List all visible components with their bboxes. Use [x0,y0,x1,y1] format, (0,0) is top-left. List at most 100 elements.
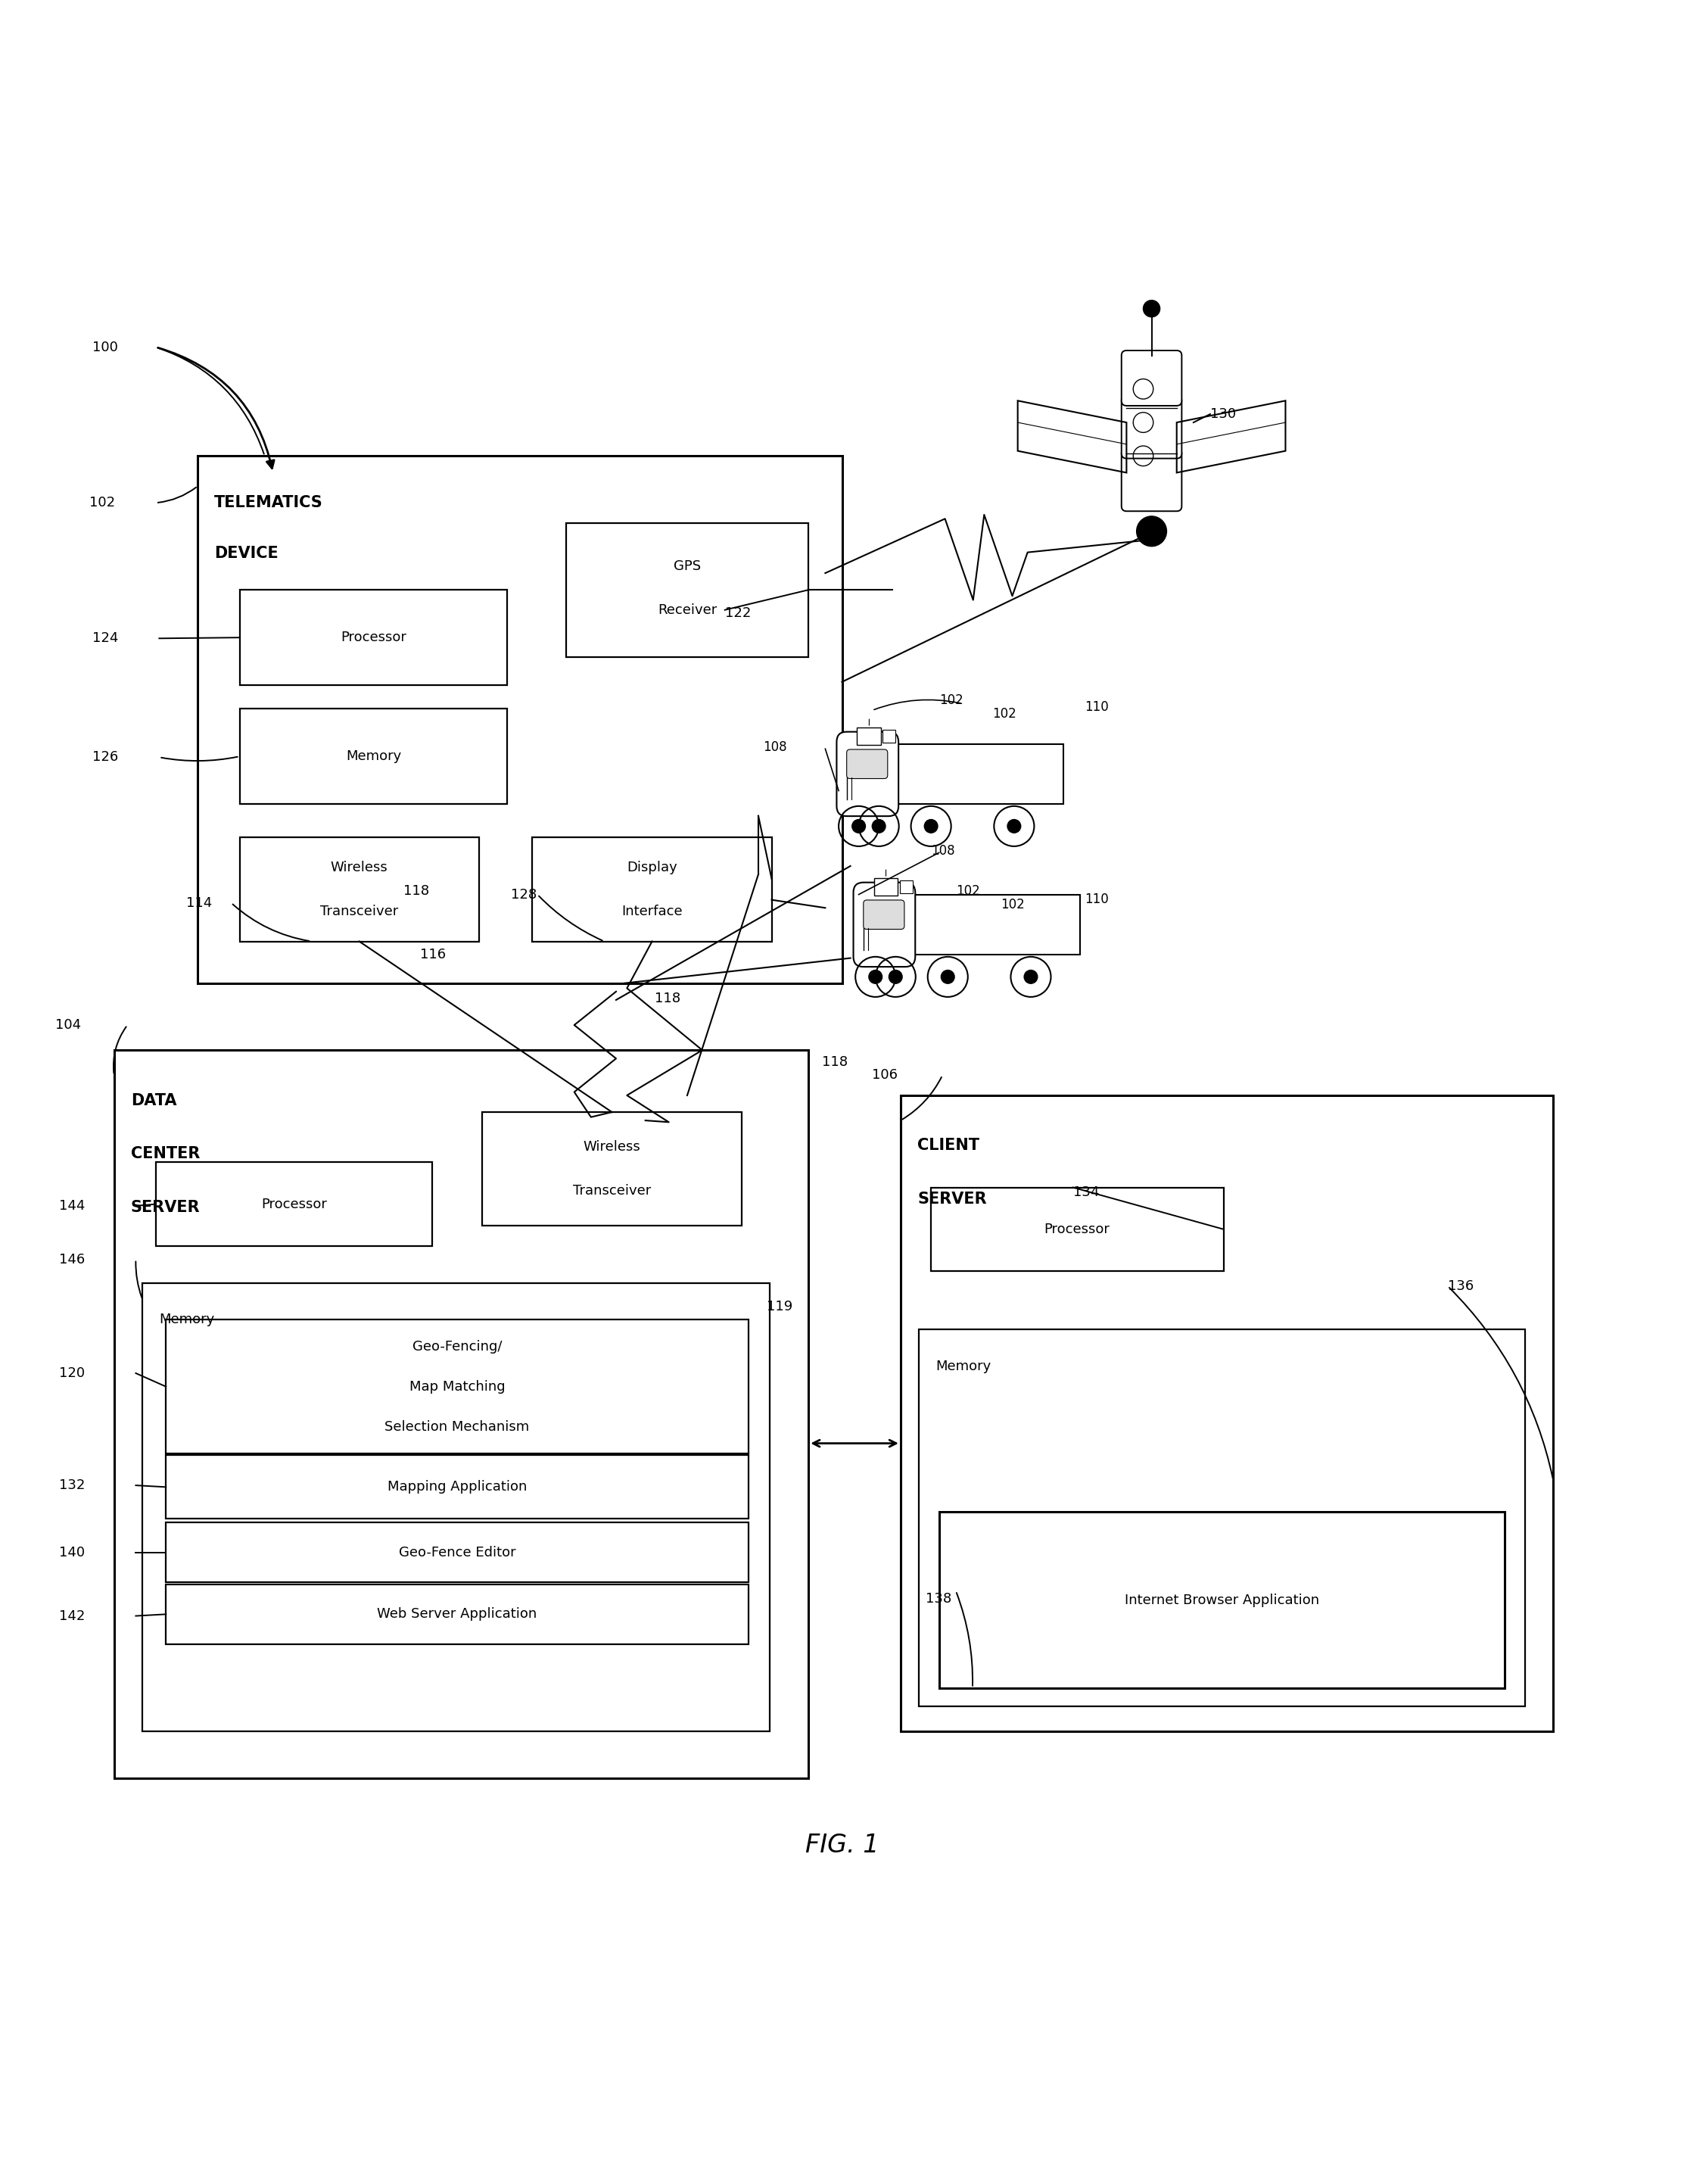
Text: Internet Browser Application: Internet Browser Application [1125,1592,1319,1607]
Text: 122: 122 [724,607,751,620]
Text: SERVER: SERVER [131,1199,200,1214]
FancyBboxPatch shape [157,1162,433,1247]
FancyBboxPatch shape [167,1319,748,1455]
Text: DATA: DATA [131,1092,177,1107]
Text: Interface: Interface [621,904,682,917]
Text: Memory: Memory [936,1361,992,1374]
Text: 102: 102 [89,496,115,509]
Text: Memory: Memory [345,749,401,762]
Text: Processor: Processor [261,1197,327,1210]
FancyBboxPatch shape [854,882,914,968]
FancyBboxPatch shape [1122,395,1182,459]
Text: DEVICE: DEVICE [214,546,278,561]
FancyBboxPatch shape [197,456,842,983]
FancyBboxPatch shape [1122,349,1182,406]
Text: Web Server Application: Web Server Application [377,1607,537,1621]
Text: 102: 102 [1000,898,1026,911]
Text: 119: 119 [766,1299,793,1313]
Circle shape [1143,299,1160,317]
Text: 146: 146 [59,1254,84,1267]
FancyBboxPatch shape [239,839,478,941]
Text: 108: 108 [931,845,955,858]
Text: 106: 106 [872,1068,898,1081]
Circle shape [925,819,938,832]
FancyBboxPatch shape [1122,448,1182,511]
Circle shape [1007,819,1021,832]
FancyBboxPatch shape [566,522,808,657]
Text: 100: 100 [93,341,118,354]
FancyBboxPatch shape [864,900,904,928]
FancyBboxPatch shape [239,708,507,804]
FancyBboxPatch shape [931,1188,1224,1271]
Text: GPS: GPS [674,559,701,572]
Text: FIG. 1: FIG. 1 [805,1832,879,1859]
Circle shape [852,819,866,832]
Circle shape [889,970,903,983]
FancyBboxPatch shape [837,732,899,817]
Text: Wireless: Wireless [330,860,387,874]
Circle shape [1137,515,1167,546]
Text: 108: 108 [763,740,788,753]
Text: 128: 128 [510,887,537,902]
Text: Map Matching: Map Matching [409,1380,505,1393]
Text: 138: 138 [926,1592,951,1605]
Text: Memory: Memory [160,1313,214,1326]
Text: 144: 144 [59,1199,84,1212]
Circle shape [1024,970,1037,983]
Text: 104: 104 [56,1018,81,1031]
Text: TELEMATICS: TELEMATICS [214,496,323,511]
Text: 116: 116 [421,948,446,961]
Text: 102: 102 [940,695,963,708]
FancyBboxPatch shape [167,1522,748,1583]
FancyBboxPatch shape [532,839,771,941]
Text: 120: 120 [59,1367,84,1380]
Text: Transceiver: Transceiver [573,1184,652,1197]
FancyBboxPatch shape [882,729,896,743]
Text: Selection Mechanism: Selection Mechanism [384,1420,529,1433]
FancyBboxPatch shape [115,1051,808,1778]
Text: Transceiver: Transceiver [320,904,399,917]
Text: 132: 132 [59,1479,84,1492]
FancyBboxPatch shape [857,727,881,745]
FancyBboxPatch shape [904,895,1081,954]
Text: 134: 134 [1073,1186,1100,1199]
FancyBboxPatch shape [167,1455,748,1518]
Text: Receiver: Receiver [657,603,717,616]
Text: 114: 114 [185,895,212,911]
Circle shape [872,819,886,832]
Text: SERVER: SERVER [918,1192,987,1208]
Text: 124: 124 [93,631,118,644]
FancyBboxPatch shape [919,1330,1524,1706]
Text: Processor: Processor [340,631,406,644]
Text: Geo-Fencing/: Geo-Fencing/ [413,1339,502,1354]
FancyBboxPatch shape [874,878,898,895]
Text: 118: 118 [822,1055,847,1068]
Text: CENTER: CENTER [131,1147,200,1162]
Text: Geo-Fence Editor: Geo-Fence Editor [399,1546,515,1559]
Text: 130: 130 [1211,406,1236,422]
FancyBboxPatch shape [482,1112,741,1225]
FancyBboxPatch shape [940,1511,1505,1688]
Text: 110: 110 [1084,701,1108,714]
Text: 136: 136 [1448,1280,1474,1293]
FancyBboxPatch shape [143,1282,770,1732]
FancyBboxPatch shape [887,745,1064,804]
Text: Display: Display [626,860,677,874]
Text: 110: 110 [1084,893,1108,906]
Text: Mapping Application: Mapping Application [387,1481,527,1494]
FancyBboxPatch shape [239,590,507,686]
Circle shape [869,970,882,983]
Text: 140: 140 [59,1546,84,1559]
Text: 118: 118 [655,992,680,1005]
Text: 102: 102 [992,708,1017,721]
FancyBboxPatch shape [167,1583,748,1645]
Circle shape [941,970,955,983]
Text: 142: 142 [59,1610,84,1623]
Text: Wireless: Wireless [583,1140,640,1153]
Text: 102: 102 [957,885,980,898]
FancyBboxPatch shape [847,749,887,780]
FancyBboxPatch shape [899,880,913,893]
Text: 126: 126 [93,751,118,764]
Text: CLIENT: CLIENT [918,1138,980,1153]
FancyBboxPatch shape [901,1096,1553,1732]
